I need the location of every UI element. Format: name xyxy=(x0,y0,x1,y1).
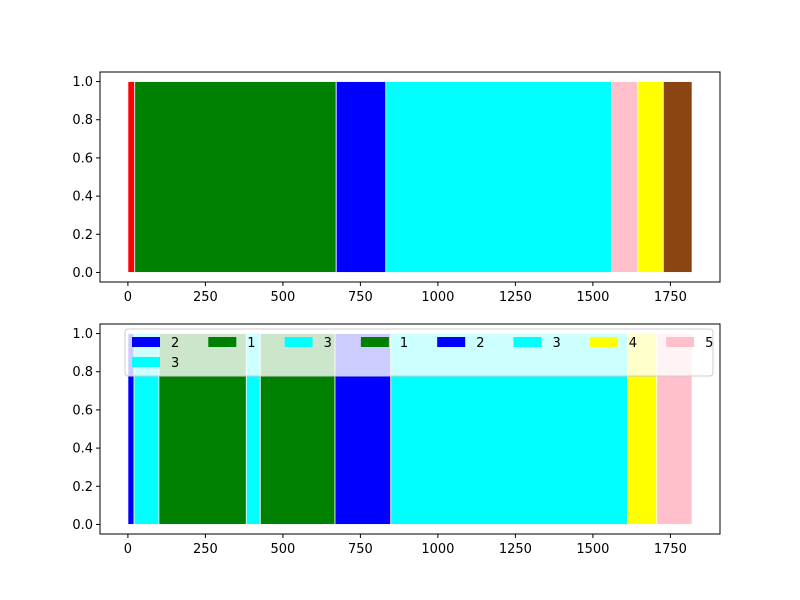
legend-label: 3 xyxy=(171,356,179,371)
x-tick-label: 1750 xyxy=(654,542,687,557)
y-tick-label: 0.4 xyxy=(72,442,93,457)
legend-swatch xyxy=(132,337,160,347)
segment-bar-0 xyxy=(127,81,136,273)
legend-box xyxy=(124,328,714,377)
x-tick-label: 750 xyxy=(348,542,373,557)
legend-swatch xyxy=(208,337,237,347)
y-tick-label: 0.0 xyxy=(72,518,93,533)
legend-label: 2 xyxy=(476,336,484,351)
x-tick-label: 1500 xyxy=(576,542,609,557)
x-tick-label: 750 xyxy=(348,290,373,305)
legend-swatch xyxy=(513,337,542,347)
x-tick-label: 1750 xyxy=(654,290,687,305)
x-tick-label: 250 xyxy=(193,290,218,305)
y-tick-label: 1.0 xyxy=(72,75,93,90)
legend-label: 4 xyxy=(629,336,637,351)
y-tick-label: 1.0 xyxy=(72,327,93,342)
x-tick-label: 250 xyxy=(193,542,218,557)
x-tick-label: 500 xyxy=(270,542,295,557)
y-tick-label: 0.4 xyxy=(72,190,93,205)
legend-label: 2 xyxy=(171,336,179,351)
segment-bar-6 xyxy=(662,81,693,273)
y-tick-label: 0.8 xyxy=(72,365,93,380)
bottom-chart: 0 250 500 750 1000 1250 1500 1750 0.0 0.2 0.4 0.6 0.… xyxy=(72,323,721,557)
x-tick-label: 1250 xyxy=(499,290,532,305)
x-tick-label: 0 xyxy=(124,542,132,557)
legend-label: 5 xyxy=(705,336,713,351)
y-tick-label: 0.2 xyxy=(72,480,93,495)
axes-frame xyxy=(99,323,721,535)
x-tick-label: 1500 xyxy=(576,290,609,305)
y-tick-label: 0.6 xyxy=(72,403,93,418)
segment-bar-5 xyxy=(637,81,664,273)
y-tick-label: 0.0 xyxy=(72,266,93,281)
y-tick-label: 0.8 xyxy=(72,113,93,128)
legend-label: 3 xyxy=(553,336,561,351)
y-tick-label: 0.2 xyxy=(72,228,93,243)
legend-swatch xyxy=(437,337,466,347)
legend-label: 1 xyxy=(247,336,255,351)
legend-swatch xyxy=(589,337,618,347)
top-chart: 0 250 500 750 1000 1250 1500 1750 0.0 0.2 0.4 0.6 0.… xyxy=(72,71,721,305)
segment-bar-4 xyxy=(611,81,639,273)
legend: 2 1 3 1 2 3 4 5 3 xyxy=(124,328,714,377)
legend-swatch xyxy=(360,337,389,347)
y-tick-label: 0.6 xyxy=(72,151,93,166)
legend-swatch xyxy=(666,337,695,347)
x-tick-label: 1000 xyxy=(421,290,454,305)
axes-frame xyxy=(99,71,721,283)
x-tick-label: 1250 xyxy=(499,542,532,557)
x-tick-label: 1000 xyxy=(421,542,454,557)
legend-label: 3 xyxy=(324,336,332,351)
legend-swatch xyxy=(132,357,160,367)
legend-swatch xyxy=(284,337,313,347)
segment-bar-1 xyxy=(134,81,337,273)
x-tick-label: 0 xyxy=(124,290,132,305)
segment-bar-2 xyxy=(335,81,387,273)
segment-bar-3 xyxy=(385,81,612,273)
x-tick-label: 500 xyxy=(270,290,295,305)
legend-label: 1 xyxy=(400,336,408,351)
